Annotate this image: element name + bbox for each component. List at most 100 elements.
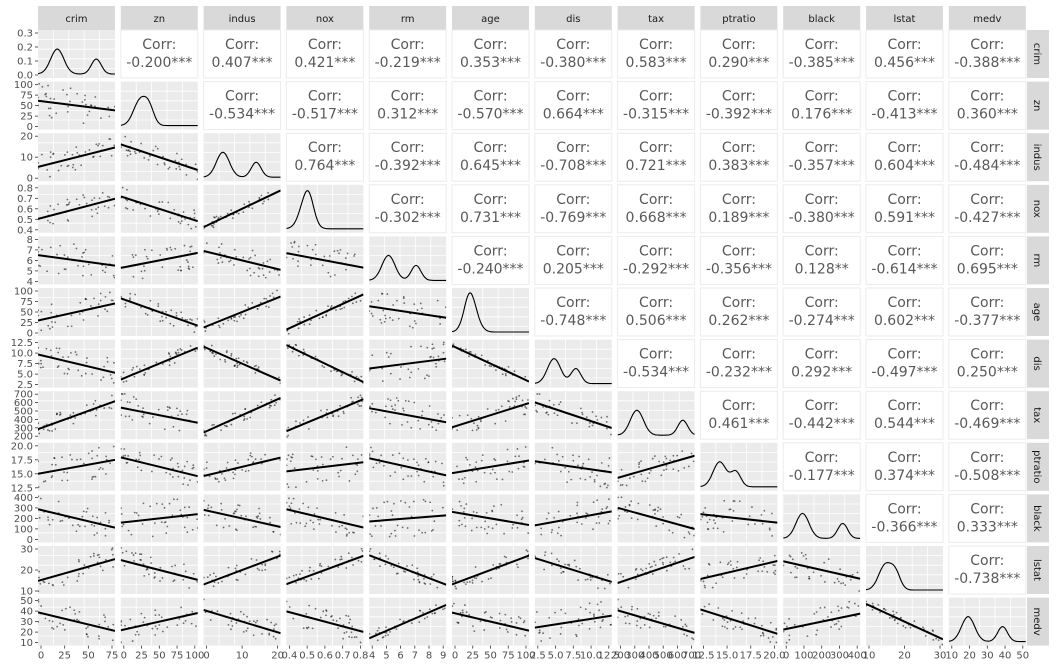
scatter-point (323, 255, 326, 258)
scatter-point (236, 320, 238, 323)
panel-content-black-ptratio (700, 494, 778, 543)
scatter-point (553, 412, 556, 415)
scatter-point (196, 518, 198, 521)
scatter-point (75, 353, 78, 356)
scatter-point (139, 553, 141, 556)
scatter-point (598, 609, 601, 612)
scatter-point (209, 350, 212, 353)
scatter-point (129, 292, 132, 295)
scatter-point (91, 476, 94, 479)
scatter-point (712, 619, 715, 621)
scatter-point (71, 524, 74, 527)
scatter-point (177, 475, 180, 478)
scatter-point (314, 607, 317, 610)
corr-value-rm-age: -0.240*** (457, 261, 523, 277)
scatter-point (634, 568, 637, 571)
scatter-point (159, 320, 162, 323)
scatter-point (856, 571, 859, 574)
scatter-point (662, 522, 665, 525)
scatter-point (97, 553, 100, 556)
scatter-point (813, 613, 816, 615)
scatter-point (76, 580, 79, 582)
scatter-point (205, 434, 208, 437)
corr-label: Corr: (556, 140, 590, 156)
regression-line-black-crim (38, 508, 115, 529)
scatter-point (313, 513, 316, 515)
scatter-point (273, 628, 275, 630)
y-tick-label-medv: 50 (20, 596, 33, 607)
scatter-point (774, 569, 777, 572)
scatter-point (95, 414, 97, 417)
panel-content-rm-nox (286, 236, 364, 285)
scatter-point (416, 571, 419, 574)
scatter-point (473, 630, 476, 633)
scatter-point (732, 509, 735, 512)
scatter-point (57, 500, 60, 503)
scatter-point (730, 564, 732, 566)
scatter-point (402, 409, 405, 412)
scatter-point (96, 532, 98, 534)
scatter-point (624, 615, 627, 618)
scatter-point (687, 465, 690, 468)
panel-content-medv-indus (203, 597, 281, 646)
scatter-point (788, 554, 791, 557)
scatter-point (38, 264, 40, 267)
scatter-point (38, 314, 40, 317)
scatter-point (187, 223, 190, 226)
scatter-point (423, 577, 425, 580)
scatter-point (237, 462, 239, 464)
scatter-point (132, 275, 135, 278)
corr-value-rm-medv: 0.695*** (957, 261, 1018, 277)
scatter-point (335, 309, 337, 311)
corr-value-indus-age: 0.645*** (460, 158, 521, 174)
scatter-point (64, 268, 67, 271)
scatter-point (222, 526, 225, 529)
corr-panel-zn-ptratio (699, 81, 778, 131)
scatter-point (371, 354, 374, 357)
scatter-point (63, 471, 65, 474)
plot-panel-black-black (783, 494, 861, 543)
corr-label: Corr: (805, 243, 839, 259)
scatter-point (166, 406, 169, 408)
scatter-point (212, 585, 215, 588)
scatter-point (193, 216, 196, 219)
scatter-point (38, 96, 39, 99)
scatter-point (81, 515, 84, 518)
scatter-point (110, 154, 113, 157)
scatter-point (651, 573, 654, 575)
scatter-point (350, 636, 353, 639)
scatter-point (249, 274, 252, 277)
scatter-point (654, 508, 657, 511)
scatter-point (89, 305, 92, 307)
scatter-point (105, 455, 108, 458)
scatter-point (357, 559, 360, 562)
scatter-point (452, 416, 453, 419)
scatter-point (771, 512, 773, 515)
scatter-point (186, 531, 189, 534)
scatter-point (248, 200, 250, 203)
scatter-point (833, 581, 836, 584)
scatter-point (560, 608, 563, 611)
scatter-point (319, 518, 322, 521)
x-tick-label-black: 0 (783, 651, 789, 662)
scatter-point (252, 526, 254, 529)
scatter-point (517, 616, 520, 618)
scatter-point (264, 563, 267, 565)
scatter-point (215, 353, 217, 356)
scatter-point (217, 480, 220, 483)
density-curve-indus (203, 151, 281, 178)
scatter-point (262, 274, 265, 277)
scatter-point (93, 197, 96, 199)
scatter-point (268, 271, 271, 273)
x-tick-label-medv: 20 (963, 651, 976, 662)
scatter-point (523, 466, 526, 468)
y-tick-label-rm: 7 (27, 245, 33, 256)
corr-label: Corr: (473, 192, 507, 208)
scatter-point (338, 475, 340, 478)
scatter-point (270, 404, 272, 407)
scatter-point (359, 641, 362, 644)
regression-line-tax-dis (534, 401, 612, 429)
scatter-point (346, 533, 348, 536)
scatter-point (234, 473, 236, 476)
scatter-point (592, 528, 594, 531)
